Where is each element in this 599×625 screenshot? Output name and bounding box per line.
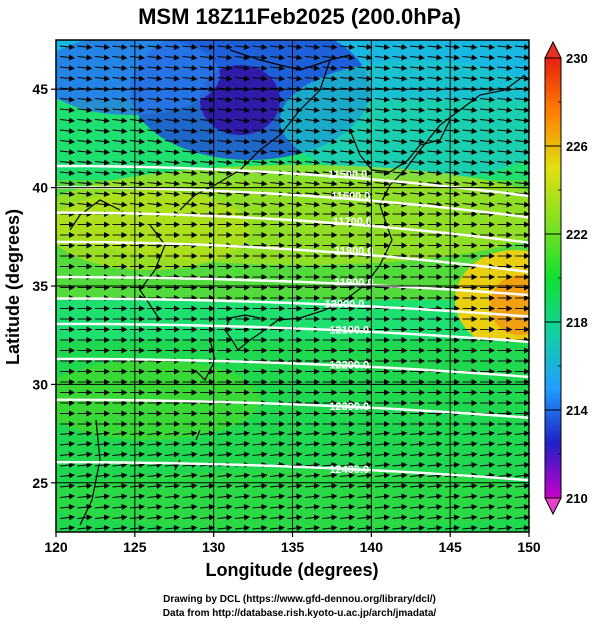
x-tick-label-150: 150 — [517, 539, 541, 555]
credits-line-1: Drawing by DCL (https://www.gfd-dennou.o… — [163, 594, 436, 605]
contour-label-11600: 11600.0 — [331, 190, 370, 202]
contour-label-11800: 11800.0 — [334, 246, 373, 258]
x-tick-label-120: 120 — [44, 539, 68, 555]
x-axis: 120 125 130 135 140 145 150 — [44, 532, 541, 555]
contour-label-12300: 12300.0 — [329, 401, 369, 413]
colorbar-label-226: 226 — [566, 139, 588, 154]
contour-label-11500: 11500.0 — [328, 169, 367, 181]
colorbar-label-218: 218 — [566, 315, 588, 330]
colorbar-bottom-triangle — [544, 497, 562, 516]
page-title: MSM 18Z11Feb2025 (200.0hPa) — [138, 4, 461, 29]
y-tick-label-35: 35 — [32, 278, 48, 294]
colorbar-label-210: 210 — [566, 491, 588, 506]
x-tick-label-145: 145 — [438, 539, 462, 555]
x-tick-label-125: 125 — [123, 539, 147, 555]
contour-label-12400: 12400.0 — [329, 464, 369, 476]
contour-label-11900: 11900.0 — [334, 277, 373, 289]
x-tick-label-140: 140 — [360, 539, 384, 555]
colorbar: 210 214 218 222 226 230 — [544, 40, 588, 516]
colorbar-label-230: 230 — [566, 51, 588, 66]
colorbar-label-222: 222 — [566, 227, 588, 242]
contour-label-11700: 11700.0 — [333, 216, 372, 228]
contour-label-12100: 12100.0 — [329, 324, 369, 336]
y-tick-label-25: 25 — [32, 475, 48, 491]
x-axis-title: Longitude (degrees) — [205, 560, 378, 580]
y-tick-label-40: 40 — [32, 180, 48, 196]
contour-label-12200: 12200.0 — [329, 360, 369, 372]
credits-line-2: Data from http://database.rish.kyoto-u.a… — [162, 608, 437, 619]
colorbar-top-triangle — [544, 40, 562, 59]
colorbar-label-214: 214 — [566, 403, 588, 418]
wind-vectors — [59, 43, 529, 532]
credits: Drawing by DCL (https://www.gfd-dennou.o… — [0, 593, 599, 621]
contour-label-12000: 12000.0 — [325, 299, 365, 311]
y-tick-label-30: 30 — [32, 376, 48, 392]
x-tick-label-130: 130 — [202, 539, 226, 555]
x-tick-label-135: 135 — [281, 539, 305, 555]
y-axis: 25 30 35 40 45 — [32, 81, 56, 491]
y-axis-title: Latitude (degrees) — [3, 209, 23, 365]
y-tick-label-45: 45 — [32, 81, 48, 97]
